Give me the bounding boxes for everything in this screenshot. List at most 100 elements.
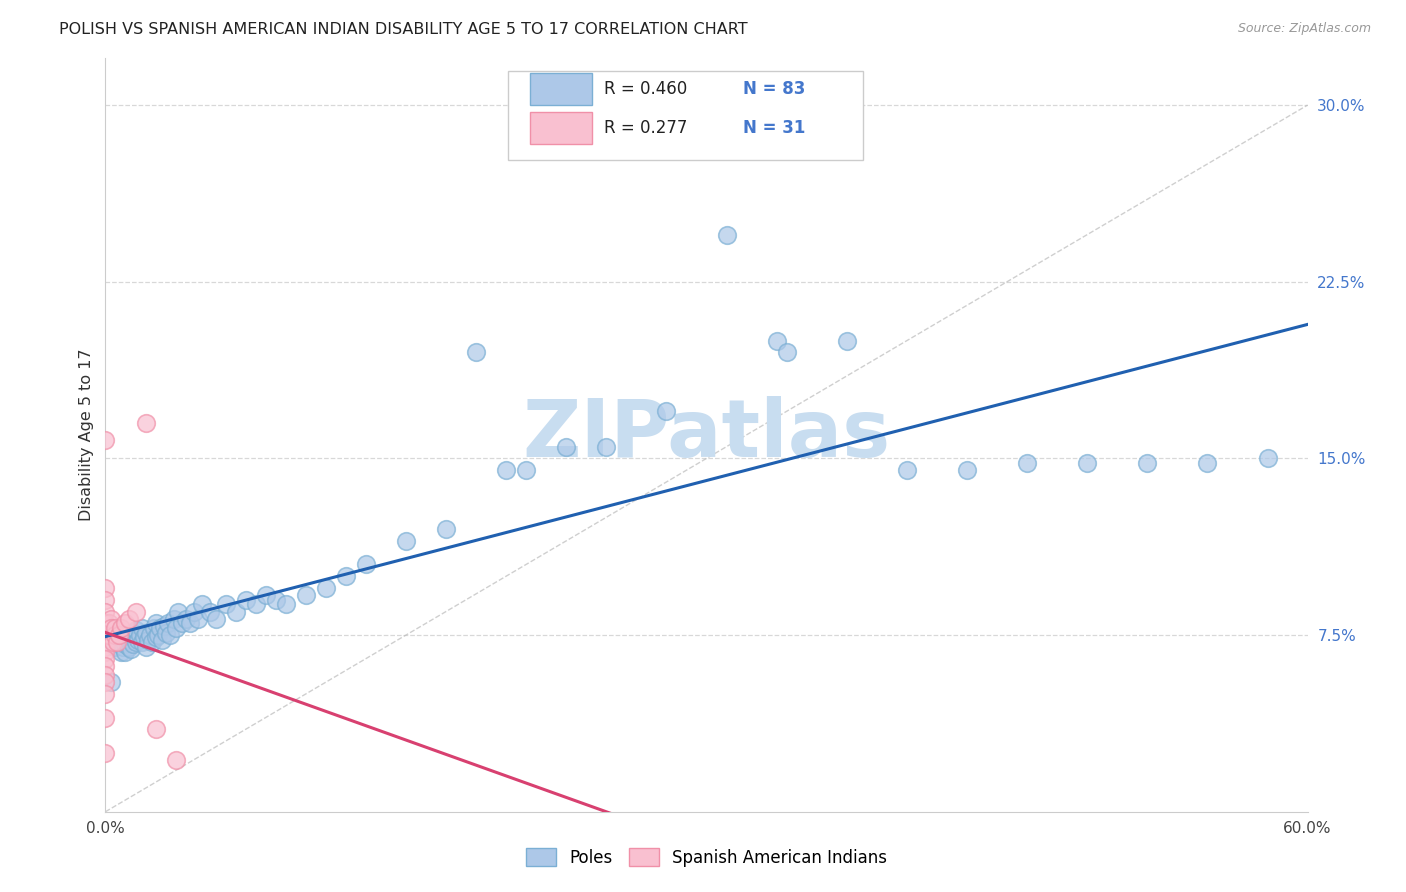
Point — [145, 631, 167, 645]
Point — [124, 635, 146, 649]
Text: N = 31: N = 31 — [742, 119, 806, 136]
Legend: Poles, Spanish American Indians: Poles, Spanish American Indians — [517, 840, 896, 875]
Point — [100, 611, 122, 625]
FancyBboxPatch shape — [530, 73, 592, 104]
Point — [145, 616, 167, 631]
Point — [395, 533, 418, 548]
Point — [110, 644, 132, 658]
Point — [165, 621, 187, 635]
Point — [1197, 456, 1219, 470]
Point — [112, 640, 135, 654]
Point — [112, 628, 135, 642]
Point — [118, 632, 141, 647]
Point — [354, 558, 377, 572]
Point — [145, 723, 167, 737]
Point — [117, 635, 139, 649]
Text: Source: ZipAtlas.com: Source: ZipAtlas.com — [1237, 22, 1371, 36]
Point — [274, 598, 297, 612]
Point — [148, 621, 170, 635]
Point — [104, 628, 127, 642]
Point — [104, 621, 127, 635]
Point — [434, 522, 457, 536]
Point — [94, 710, 117, 724]
Point — [204, 611, 226, 625]
Point — [110, 635, 132, 649]
Point — [150, 632, 173, 647]
Point — [104, 628, 127, 642]
Point — [94, 675, 117, 690]
Point — [515, 463, 537, 477]
Point — [94, 687, 117, 701]
Point — [235, 592, 257, 607]
Point — [132, 631, 155, 645]
Point — [465, 345, 488, 359]
Point — [118, 611, 141, 625]
Point — [135, 416, 157, 430]
Point — [245, 598, 267, 612]
Point — [94, 433, 117, 447]
Point — [141, 635, 163, 649]
Point — [104, 640, 127, 654]
Point — [94, 640, 117, 654]
Point — [896, 463, 918, 477]
Point — [254, 588, 277, 602]
Point — [1136, 456, 1159, 470]
Point — [146, 628, 169, 642]
Text: POLISH VS SPANISH AMERICAN INDIAN DISABILITY AGE 5 TO 17 CORRELATION CHART: POLISH VS SPANISH AMERICAN INDIAN DISABI… — [59, 22, 748, 37]
Point — [94, 651, 117, 665]
Point — [94, 644, 117, 658]
Point — [138, 628, 160, 642]
Text: R = 0.460: R = 0.460 — [605, 79, 688, 98]
Point — [1076, 456, 1098, 470]
Point — [131, 635, 153, 649]
Point — [135, 640, 157, 654]
Point — [214, 598, 236, 612]
Point — [122, 625, 145, 640]
Point — [98, 628, 121, 642]
Point — [117, 628, 139, 642]
Text: R = 0.277: R = 0.277 — [605, 119, 688, 136]
Point — [495, 463, 517, 477]
Point — [94, 746, 117, 760]
FancyBboxPatch shape — [508, 70, 863, 160]
Point — [956, 463, 979, 477]
Point — [765, 334, 787, 348]
Point — [295, 588, 318, 602]
Point — [94, 616, 117, 631]
Point — [170, 616, 193, 631]
Point — [104, 635, 127, 649]
Point — [94, 668, 117, 682]
Point — [124, 605, 146, 619]
Point — [166, 605, 188, 619]
Point — [155, 625, 177, 640]
Point — [1017, 456, 1039, 470]
Point — [121, 631, 143, 645]
Point — [131, 621, 153, 635]
Point — [94, 581, 117, 595]
Point — [142, 621, 165, 635]
Point — [100, 621, 122, 635]
Point — [124, 624, 146, 638]
Point — [835, 334, 858, 348]
Point — [315, 581, 337, 595]
Point — [122, 638, 145, 652]
Point — [114, 631, 136, 645]
Point — [264, 592, 287, 607]
Point — [335, 569, 357, 583]
Point — [118, 640, 141, 654]
Point — [198, 605, 221, 619]
Point — [187, 611, 209, 625]
Point — [114, 638, 136, 652]
Point — [655, 404, 678, 418]
Point — [174, 611, 197, 625]
Point — [159, 628, 181, 642]
Point — [114, 644, 136, 658]
Point — [94, 658, 117, 673]
Point — [156, 616, 179, 631]
Point — [595, 440, 617, 454]
Point — [776, 345, 799, 359]
Point — [107, 635, 129, 649]
Point — [103, 635, 125, 649]
Point — [1257, 451, 1279, 466]
Y-axis label: Disability Age 5 to 17: Disability Age 5 to 17 — [79, 349, 94, 521]
